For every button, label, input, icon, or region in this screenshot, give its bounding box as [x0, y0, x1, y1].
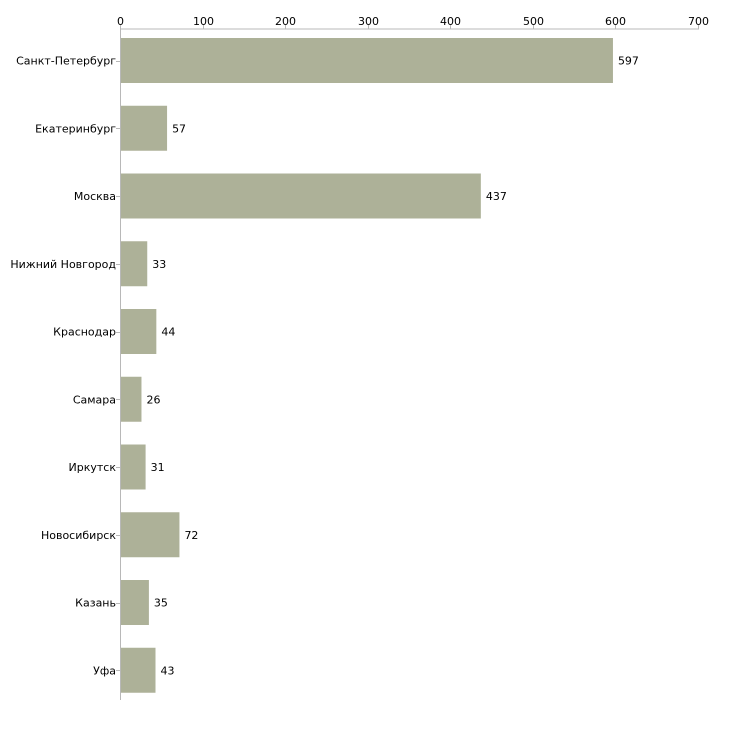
x-tick-label: 400 — [440, 15, 461, 28]
category-label: Новосибирск — [41, 529, 116, 542]
bar — [120, 241, 148, 287]
category-label: Казань — [75, 597, 116, 610]
bar-value-label: 31 — [151, 461, 165, 474]
category-label: Москва — [74, 190, 116, 203]
bar-value-label: 35 — [154, 597, 168, 610]
x-tick-label: 700 — [688, 15, 709, 28]
bar — [120, 647, 156, 693]
bar-value-label: 57 — [172, 122, 186, 135]
bar — [120, 444, 146, 490]
bar-value-label: 43 — [161, 664, 175, 677]
x-tick-label: 100 — [193, 15, 214, 28]
category-label: Санкт-Петербург — [16, 55, 116, 68]
bar — [120, 173, 481, 219]
bar-value-label: 26 — [146, 393, 160, 406]
category-label: Уфа — [93, 664, 116, 677]
y-axis: Санкт-Петербург Екатеринбург Москва Нижний … — [10, 29, 121, 700]
bar-value-label: 437 — [486, 190, 507, 203]
bars-group: 597 57 437 33 44 26 31 72 35 43 — [120, 38, 639, 693]
bar — [120, 376, 142, 422]
category-label: Иркутск — [69, 461, 117, 474]
x-tick-label: 600 — [605, 15, 626, 28]
x-tick-label: 200 — [275, 15, 296, 28]
category-label: Нижний Новгород — [10, 258, 116, 271]
x-tick-label: 300 — [358, 15, 379, 28]
bar — [120, 105, 168, 151]
bar-value-label: 597 — [618, 55, 639, 68]
category-label: Екатеринбург — [35, 122, 116, 135]
bar — [120, 580, 149, 625]
bar-value-label: 72 — [184, 529, 198, 542]
x-axis: 0 100 200 300 400 500 600 700 — [117, 15, 709, 30]
bar — [120, 309, 157, 354]
bar — [120, 38, 613, 83]
x-tick-label: 0 — [117, 15, 124, 28]
bar-value-label: 44 — [161, 326, 175, 339]
x-tick-label: 500 — [523, 15, 544, 28]
category-label: Краснодар — [53, 326, 116, 339]
bar-value-label: 33 — [152, 258, 166, 271]
category-label: Самара — [73, 393, 116, 406]
bar — [120, 512, 180, 558]
